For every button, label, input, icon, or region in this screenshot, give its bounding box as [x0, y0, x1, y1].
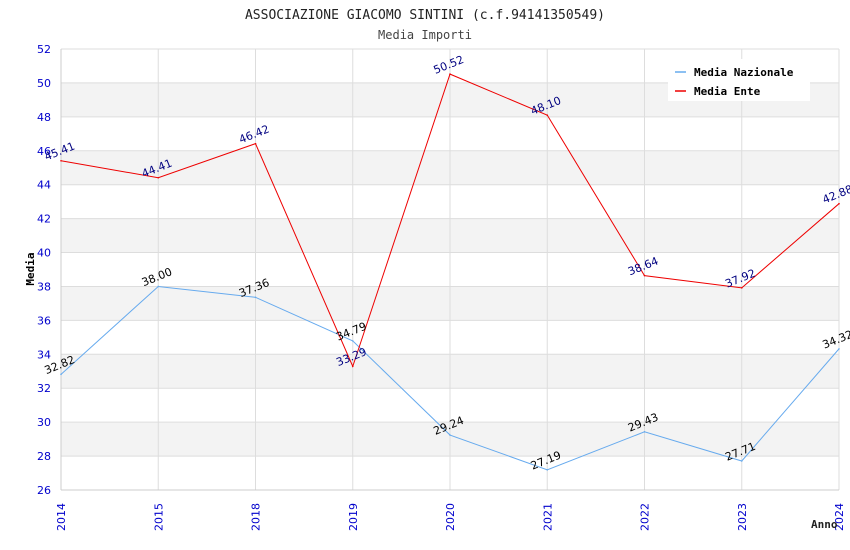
y-tick-label: 40 — [37, 247, 51, 260]
data-label: 50.52 — [432, 53, 466, 77]
y-axis-label: Media — [24, 252, 37, 285]
y-tick-labels: 26 28 30 32 34 36 38 40 42 44 46 48 50 52 — [37, 43, 51, 497]
data-point — [838, 348, 840, 350]
x-tick-label: 2024 — [833, 503, 846, 531]
y-tick-label: 28 — [37, 450, 51, 463]
y-tick-label: 38 — [37, 280, 51, 293]
data-label: 34.32 — [821, 328, 850, 352]
data-point — [643, 274, 646, 277]
data-point — [740, 460, 743, 462]
y-tick-label: 34 — [37, 348, 51, 361]
x-tick-label: 2020 — [444, 503, 457, 531]
chart-title: ASSOCIAZIONE GIACOMO SINTINI (c.f.941413… — [245, 8, 605, 23]
y-tick-label: 30 — [37, 416, 51, 429]
data-point — [157, 285, 160, 288]
x-tick-label: 2019 — [347, 503, 360, 531]
x-tick-labels: 2014 2015 2018 2019 2020 2021 2022 2023 2024 — [55, 503, 846, 531]
data-label: 38.00 — [140, 265, 174, 289]
data-point — [157, 176, 160, 179]
data-point — [60, 159, 62, 162]
data-label: 42.88 — [821, 183, 850, 207]
x-axis-label: Anno — [811, 518, 838, 531]
legend-background — [668, 59, 810, 101]
y-tick-label: 48 — [37, 111, 51, 124]
y-tick-label: 46 — [37, 145, 51, 158]
axes — [60, 49, 839, 491]
data-point — [546, 114, 549, 116]
y-tick-label: 36 — [37, 314, 51, 327]
x-tick-label: 2023 — [736, 503, 749, 531]
data-point — [643, 431, 646, 433]
x-tick-label: 2021 — [541, 503, 554, 531]
y-tick-label: 50 — [37, 77, 51, 90]
x-tick-label: 2018 — [250, 503, 263, 531]
legend-label: Media Nazionale — [694, 66, 794, 79]
y-tick-label: 26 — [37, 484, 51, 497]
data-label: 46.42 — [237, 122, 271, 146]
data-label: 38.64 — [626, 254, 660, 278]
data-point — [838, 202, 840, 205]
chart-subtitle: Media Importi — [378, 28, 472, 42]
legend-label: Media Ente — [694, 85, 761, 98]
x-tick-label: 2014 — [55, 503, 68, 531]
data-point — [546, 469, 549, 471]
data-point — [254, 296, 257, 299]
x-tick-label: 2015 — [152, 503, 165, 531]
x-tick-label: 2022 — [639, 503, 652, 531]
y-tick-label: 32 — [37, 382, 51, 395]
data-point — [60, 373, 62, 376]
data-point — [351, 340, 354, 342]
y-tick-label: 52 — [37, 43, 51, 56]
legend: Media Nazionale Media Ente — [668, 59, 810, 101]
data-point — [351, 365, 354, 368]
series-layer — [60, 73, 840, 471]
y-tick-label: 44 — [37, 179, 51, 192]
data-point — [740, 287, 743, 289]
data-point — [254, 142, 257, 145]
data-point — [449, 434, 451, 436]
y-tick-label: 42 — [37, 213, 51, 226]
grid-lines — [60, 48, 840, 491]
data-point — [449, 73, 451, 75]
